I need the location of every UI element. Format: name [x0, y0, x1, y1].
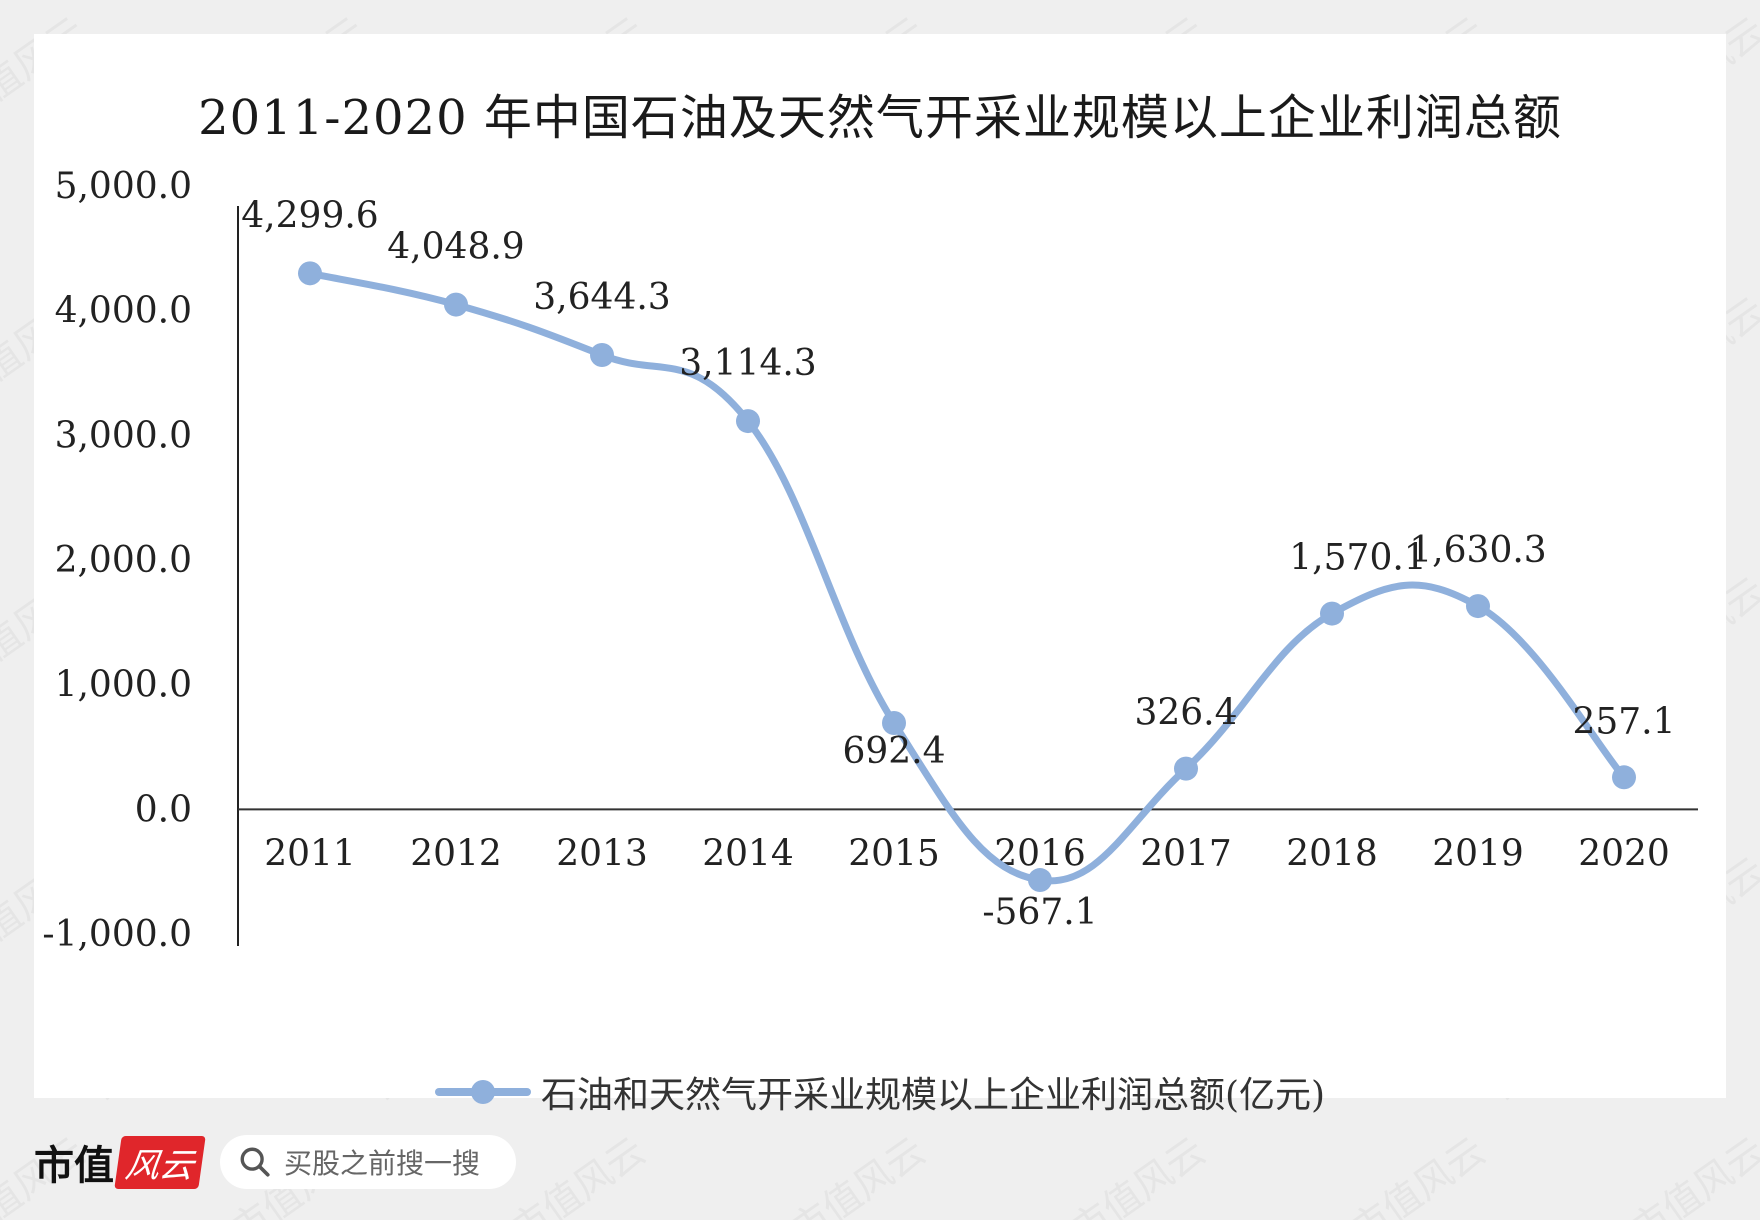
chart-card: 2011-2020 年中国石油及天然气开采业规模以上企业利润总额 5,000.0… [34, 34, 1726, 1116]
x-tick-label: 2013 [556, 833, 648, 874]
data-point [590, 343, 614, 368]
watermark-text: 市值风云 [503, 1128, 653, 1220]
y-tick-label: 5,000.0 [55, 166, 192, 207]
search-icon [240, 1147, 270, 1177]
x-tick-label: 2012 [410, 833, 502, 874]
y-tick-label: 2,000.0 [55, 540, 192, 581]
watermark-text: 市值风云 [1343, 1128, 1493, 1220]
watermark-text: 市值风云 [783, 1128, 933, 1220]
line-chart: 5,000.0 4,000.0 3,000.0 2,000.0 1,000.0 0.0 -1… [42, 166, 1698, 955]
x-tick-label: 2014 [702, 833, 794, 874]
search-box[interactable]: 买股之前搜一搜 [220, 1135, 516, 1189]
watermark-text: 市值风云 [1063, 1128, 1213, 1220]
series-line [306, 269, 1628, 885]
chart-title: 2011-2020 年中国石油及天然气开采业规模以上企业利润总额 [198, 90, 1562, 146]
x-tick-label: 2020 [1578, 833, 1670, 874]
x-tick-label: 2017 [1140, 833, 1232, 874]
data-label: 1,570.1 [1289, 538, 1426, 579]
legend: 石油和天然气开采业规模以上企业利润总额(亿元) [34, 1064, 1726, 1118]
data-label: 4,299.6 [241, 195, 378, 236]
data-point [882, 711, 906, 736]
data-label: 326.4 [1134, 693, 1237, 734]
y-tick-label: 4,000.0 [55, 291, 192, 332]
watermark-text: 市值风云 [1623, 1128, 1760, 1220]
brand-logo[interactable]: 市值 风云 [34, 1133, 206, 1191]
x-tick-label: 2011 [264, 833, 356, 874]
data-point [298, 261, 322, 286]
legend-swatch [434, 1080, 531, 1104]
data-point [444, 292, 468, 317]
x-tick-label: 2019 [1432, 833, 1524, 874]
y-tick-label: 1,000.0 [55, 665, 192, 706]
data-point [1028, 868, 1052, 893]
data-label: 3,114.3 [679, 343, 816, 384]
data-point [1174, 756, 1198, 781]
x-tick-label: 2015 [848, 833, 940, 874]
y-tick-label: -1,000.0 [42, 914, 192, 955]
footer: 市值 风云 买股之前搜一搜 [34, 1132, 516, 1192]
data-label: 257.1 [1572, 701, 1675, 742]
data-label: 1,630.3 [1409, 530, 1546, 571]
brand-logo-mark: 风云 [114, 1135, 206, 1189]
y-tick-label: 0.0 [135, 789, 192, 830]
data-point [1612, 765, 1636, 790]
y-tick-label: 3,000.0 [55, 415, 192, 456]
search-placeholder: 买股之前搜一搜 [284, 1147, 481, 1180]
brand-text: 市值 [34, 1143, 114, 1189]
data-label: 692.4 [842, 731, 945, 772]
data-label: 3,644.3 [533, 277, 670, 318]
data-label: 4,048.9 [387, 227, 524, 268]
data-label: -567.1 [982, 892, 1097, 933]
data-point [1320, 601, 1344, 626]
data-point [736, 409, 760, 434]
legend-label: 石油和天然气开采业规模以上企业利润总额(亿元) [540, 1075, 1326, 1116]
x-tick-label: 2018 [1286, 833, 1378, 874]
data-point [1466, 594, 1490, 619]
